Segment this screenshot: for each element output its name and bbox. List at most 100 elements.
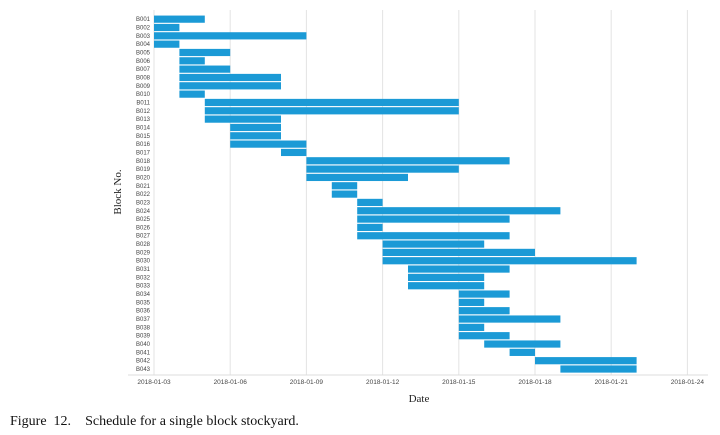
y-tick-label: B033 [136,284,151,290]
x-axis-title: Date [409,393,430,405]
gantt-bar [331,182,358,190]
y-tick-label: B006 [136,59,151,65]
y-tick-label: B019 [136,167,151,173]
y-tick-label: B002 [136,25,151,31]
gantt-bar [154,32,307,40]
y-axis-title: Block No. [112,169,124,214]
gantt-bar [230,123,281,132]
gantt-chart: B001 B002 B003 B004 B005 B006 B007 B008 B009 B010… [112,10,708,405]
y-tick-label: B041 [136,350,151,356]
gantt-bar [357,207,561,215]
gantt-bar [154,23,180,32]
gantt-bar [357,223,383,232]
gantt-bar [458,323,485,331]
gantt-bar [230,140,307,148]
gantt-bar [408,282,485,290]
y-tick-label: B004 [136,42,151,48]
y-tick-label: B005 [136,50,151,56]
gantt-bar [230,132,281,140]
gantt-bar [179,90,205,98]
y-tick-label: B039 [136,334,151,340]
y-tick-label: B043 [136,367,151,373]
x-tick-label: 2018-01-18 [518,379,552,386]
gantt-bar [382,248,535,257]
gantt-bar [179,82,281,90]
gantt-bar [306,157,510,165]
y-tick-label: B042 [136,359,151,365]
gantt-bar [306,165,459,173]
y-tick-label: B011 [136,100,150,106]
x-tick-labels: 2018-01-03 2018-01-06 2018-01-09 2018-01-12… [137,379,704,386]
y-tick-label: B035 [136,300,151,306]
y-tick-label: B030 [136,259,151,265]
gantt-bar [154,40,180,48]
caption-text: Schedule for a single block stockyard. [85,414,299,429]
gantt-bar [331,190,358,198]
y-tick-label: B010 [136,92,151,98]
y-tick-label: B024 [136,209,151,215]
y-tick-label: B009 [136,84,151,90]
gantt-bar [306,173,408,182]
gantt-bar [458,332,510,340]
y-tick-label: B015 [136,134,151,140]
gantt-bar [357,232,510,240]
gantt-bar [458,315,561,323]
gantt-bar [458,298,485,306]
y-tick-label: B012 [136,109,151,115]
x-tick-label: 2018-01-03 [137,379,171,386]
y-tick-label: B023 [136,200,151,206]
y-tick-label: B016 [136,142,151,148]
gantt-bar [179,57,205,65]
gantt-bar [408,273,485,281]
x-tick-label: 2018-01-15 [442,379,476,386]
y-tick-label: B008 [136,75,151,81]
y-tick-label: B032 [136,275,151,281]
x-tick-label: 2018-01-09 [290,379,324,386]
gantt-bar [382,257,637,265]
y-tick-labels: B001 B002 B003 B004 B005 B006 B007 B008 B009 B010… [136,17,151,373]
gantt-bar [204,107,459,115]
y-tick-label: B018 [136,159,151,165]
y-tick-label: B017 [136,150,151,156]
gantt-bar [560,365,637,373]
y-tick-label: B040 [136,342,151,348]
x-tick-label: 2018-01-06 [214,379,248,386]
y-tick-label: B003 [136,34,151,40]
gantt-bar [154,15,205,23]
gantt-bar [281,148,307,157]
y-tick-label: B021 [136,184,151,190]
plot-area [128,10,708,375]
gantt-bar [204,115,281,123]
chart-svg: B001 B002 B003 B004 B005 B006 B007 B008 B009 B010… [112,10,708,405]
y-tick-label: B025 [136,217,151,223]
gantt-bar [204,98,459,107]
y-tick-label: B001 [136,17,151,23]
gantt-bar [382,240,485,248]
gantt-bar [179,65,231,73]
y-tick-label: B029 [136,250,151,256]
gantt-bar [179,73,281,82]
y-tick-label: B034 [136,292,151,298]
gantt-bar [484,340,561,348]
gantt-bar [458,307,510,315]
y-tick-label: B007 [136,67,151,73]
y-tick-label: B037 [136,317,151,323]
gantt-bar [458,290,510,298]
x-tick-label: 2018-01-12 [366,379,400,386]
y-tick-label: B036 [136,309,151,315]
caption-label: Figure 12. [10,414,72,429]
y-tick-label: B031 [136,267,151,273]
gantt-bar [357,215,510,223]
gantt-bar [357,198,383,207]
y-tick-label: B022 [136,192,151,198]
gantt-bar [179,48,231,57]
y-tick-label: B020 [136,175,151,181]
y-tick-label: B028 [136,242,151,248]
x-tick-label: 2018-01-24 [671,379,705,386]
y-tick-label: B014 [136,125,151,131]
y-tick-label: B013 [136,117,151,123]
figure-caption: Figure 12. Schedule for a single block s… [10,414,299,430]
x-tick-label: 2018-01-21 [595,379,629,386]
y-tick-label: B027 [136,234,151,240]
bars [154,15,637,373]
